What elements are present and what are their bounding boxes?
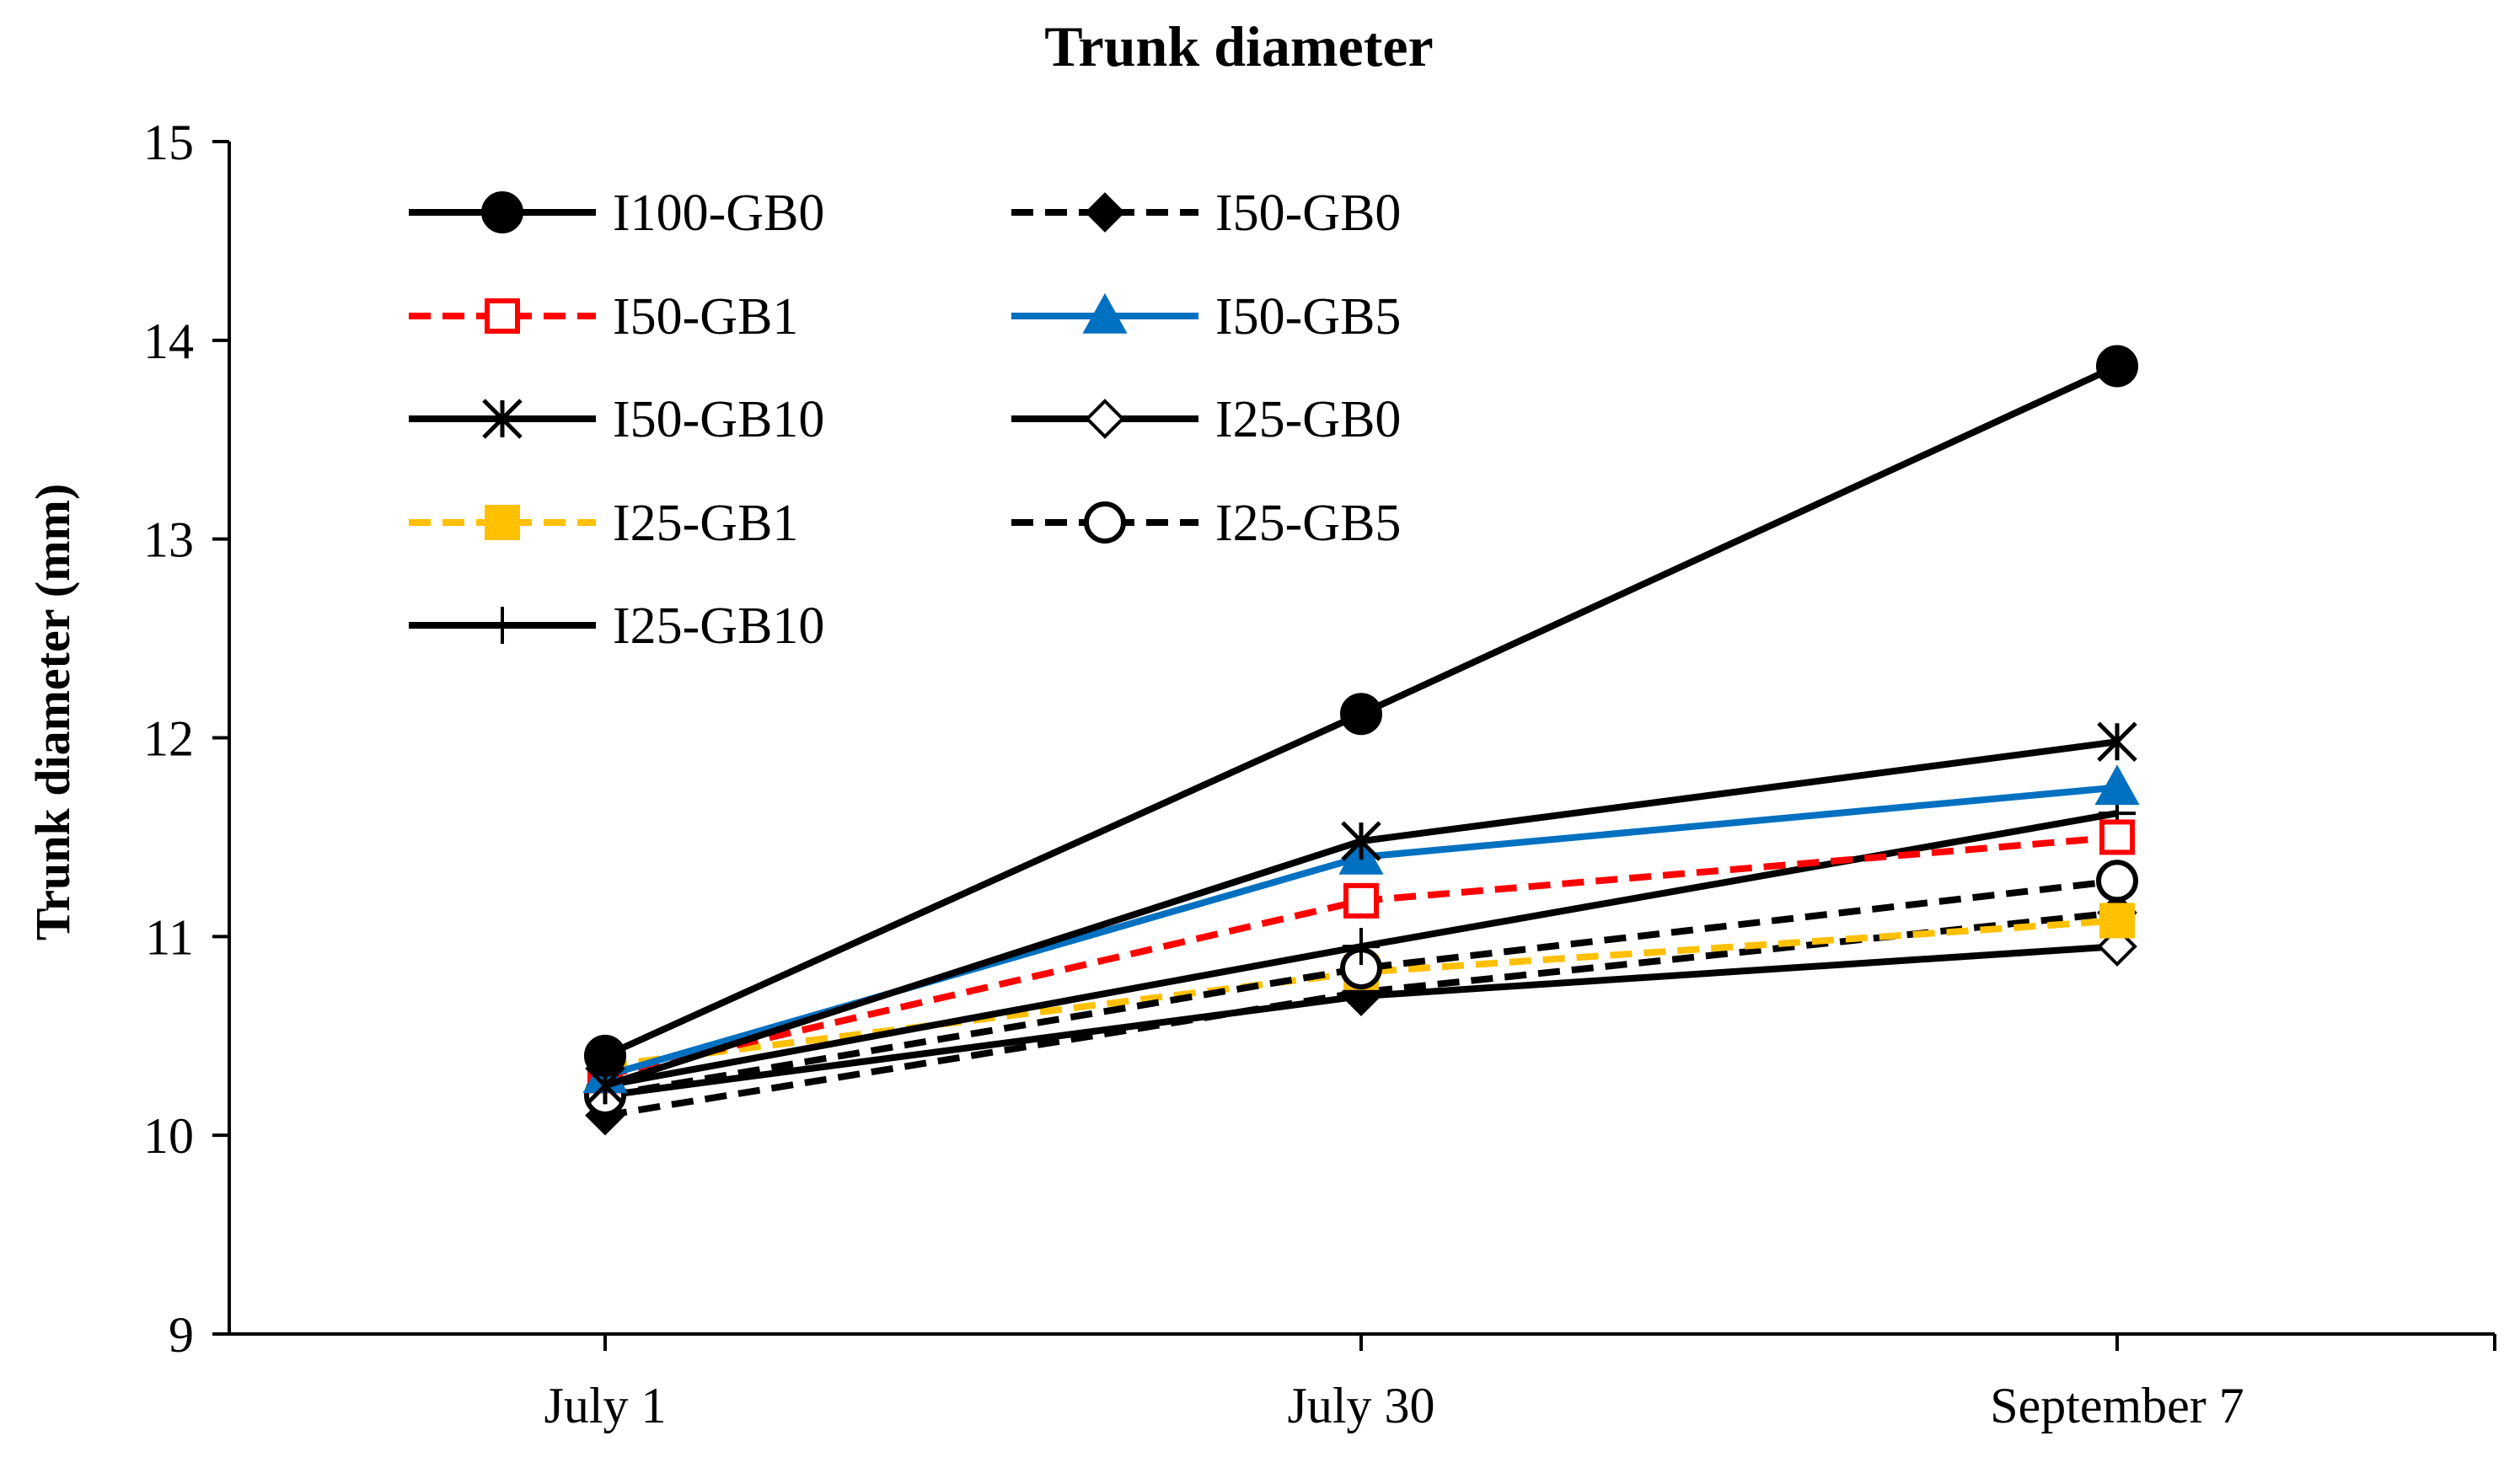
data-point (1341, 821, 1381, 861)
legend-item: I25-GB10 (409, 597, 824, 655)
data-point (2099, 819, 2135, 855)
legend-item: I25-GB0 (1011, 391, 1401, 448)
series-i100-gb0 (584, 345, 2138, 1077)
data-point (2096, 345, 2138, 388)
axes: 9 10 11 12 13 14 15 July 1 July 30 September 7 (143, 115, 2496, 1433)
y-tick-label: 10 (143, 1108, 194, 1164)
legend-item: I25-GB5 (1011, 495, 1401, 552)
series-layer (582, 345, 2140, 1136)
legend-marker (1085, 192, 1125, 233)
data-point (2094, 764, 2140, 806)
legend-item: I50-GB0 (1011, 185, 1401, 242)
series-i50-gb10 (585, 721, 2137, 1106)
legend-label: I50-GB0 (1215, 185, 1401, 242)
chart-title: Trunk diameter (1044, 14, 1434, 78)
legend-marker (1085, 399, 1125, 439)
y-tick-label: 14 (143, 313, 194, 369)
legend-item: I50-GB10 (409, 391, 824, 448)
series-line (604, 909, 2118, 1119)
y-tick-label: 12 (143, 711, 194, 767)
legend-item: I50-GB5 (1011, 288, 1401, 346)
legend-label: I50-GB5 (1215, 288, 1401, 346)
data-point (2097, 721, 2137, 762)
legend-label: I25-GB1 (613, 495, 798, 552)
data-point (1343, 928, 1380, 966)
data-point (2096, 860, 2138, 903)
legend-item: I25-GB1 (409, 495, 798, 552)
legend-marker (484, 607, 521, 644)
x-tick-label: September 7 (1990, 1378, 2244, 1433)
y-axis-label: Trunk diameter (mm) (25, 484, 80, 940)
legend-marker (481, 191, 523, 233)
data-point (584, 1034, 626, 1077)
legend-label: I50-GB1 (613, 288, 798, 346)
x-tick-label: July 1 (544, 1378, 666, 1433)
data-point (1340, 693, 1382, 736)
legend-marker (482, 399, 523, 439)
legend-item: I100-GB0 (409, 185, 824, 242)
legend-marker (1082, 292, 1128, 334)
legend-marker (1084, 501, 1126, 544)
legend-label: I25-GB10 (613, 597, 824, 655)
series-i25-gb5 (584, 860, 2138, 1117)
legend-marker (485, 505, 520, 540)
legend-label: I100-GB0 (613, 185, 824, 242)
legend-label: I25-GB5 (1215, 495, 1401, 552)
x-tick-label: July 30 (1287, 1378, 1434, 1433)
y-tick-label: 9 (169, 1307, 194, 1363)
legend: I100-GB0 I50-GB0 I50-GB1 I50-GB5 I50-GB10 I25… (409, 185, 1401, 655)
legend-item: I50-GB1 (409, 288, 798, 346)
data-point (2099, 903, 2135, 939)
legend-label: I50-GB10 (613, 391, 824, 448)
y-tick-label: 15 (143, 115, 194, 170)
legend-marker (485, 298, 520, 334)
y-tick-label: 11 (145, 909, 194, 965)
y-tick-label: 13 (143, 512, 194, 568)
series-line (604, 877, 2118, 1099)
legend-label: I25-GB0 (1215, 391, 1401, 448)
data-point (1343, 882, 1379, 919)
